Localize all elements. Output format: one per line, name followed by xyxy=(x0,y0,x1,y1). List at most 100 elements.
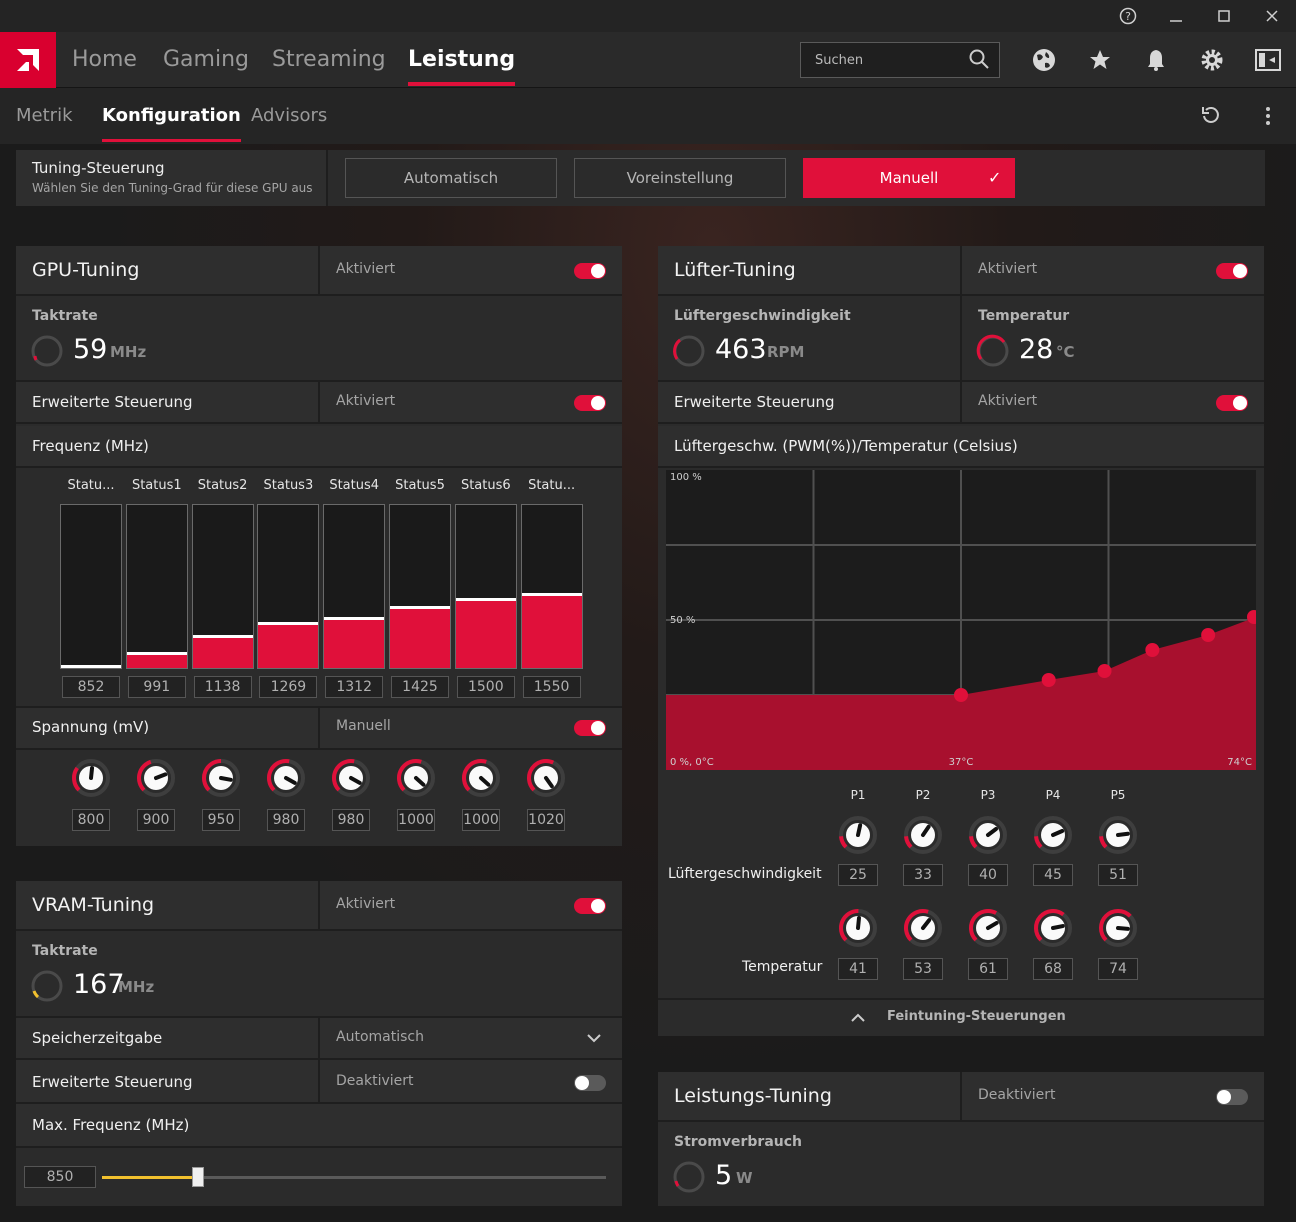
sub-navigation xyxy=(0,88,1296,144)
subtab-metrik[interactable]: Metrik xyxy=(16,105,73,126)
fan-speed-knob[interactable] xyxy=(968,815,1008,855)
close-icon[interactable] xyxy=(1248,0,1296,32)
gpu-state-frequency[interactable]: 1550 xyxy=(522,676,581,698)
gpu-frequency-label: Frequenz (MHz) xyxy=(32,437,149,455)
voltage-value[interactable]: 1000 xyxy=(462,809,500,831)
voltage-knob[interactable] xyxy=(71,758,111,798)
reset-icon[interactable] xyxy=(1200,104,1224,128)
gpu-state-bar[interactable] xyxy=(389,504,451,669)
search-placeholder: Suchen xyxy=(815,52,864,68)
fan-temp-value[interactable]: 53 xyxy=(903,958,943,980)
voltage-value[interactable]: 980 xyxy=(267,809,305,831)
gpu-state-bar[interactable] xyxy=(323,504,386,669)
voltage-value[interactable]: 800 xyxy=(72,809,110,831)
help-icon[interactable]: ? xyxy=(1104,0,1152,32)
fan-temp-knob[interactable] xyxy=(838,908,878,948)
gpu-state-bar[interactable] xyxy=(454,504,517,669)
voltage-knob[interactable] xyxy=(136,758,176,798)
voltage-value[interactable]: 900 xyxy=(137,809,175,831)
gpu-state-frequency[interactable]: 1138 xyxy=(193,676,252,698)
chart-point[interactable] xyxy=(1201,628,1216,642)
fan-speed-value[interactable]: 45 xyxy=(1033,864,1073,886)
gpu-tuning-toggle[interactable] xyxy=(574,263,606,279)
gpu-state-frequency[interactable]: 1500 xyxy=(456,676,515,698)
voltage-knob[interactable] xyxy=(461,758,501,798)
fan-speed-knob[interactable] xyxy=(838,815,878,855)
gpu-state-frequency[interactable]: 991 xyxy=(127,676,186,698)
nav-tab-gaming[interactable]: Gaming xyxy=(163,47,249,72)
fan-temp-knob[interactable] xyxy=(968,908,1008,948)
voltage-value[interactable]: 1000 xyxy=(397,809,435,831)
gpu-advanced-toggle[interactable] xyxy=(574,395,606,411)
vram-maxfreq-slider[interactable] xyxy=(102,1166,606,1188)
fan-speed-knob[interactable] xyxy=(1033,815,1073,855)
voltage-knob[interactable] xyxy=(396,758,436,798)
amd-logo-icon[interactable] xyxy=(0,32,56,88)
gear-icon[interactable] xyxy=(1194,42,1230,78)
search-input[interactable]: Suchen xyxy=(800,42,1000,78)
fan-temp-knob[interactable] xyxy=(1098,908,1138,948)
subtab-advisors[interactable]: Advisors xyxy=(251,105,328,126)
gpu-state-bar[interactable] xyxy=(191,504,254,669)
fan-temp-value[interactable]: 68 xyxy=(1033,958,1073,980)
tuning-automatic-button[interactable]: Automatisch xyxy=(345,158,557,198)
gpu-state-frequency[interactable]: 852 xyxy=(62,676,120,698)
voltage-value[interactable]: 980 xyxy=(332,809,370,831)
search-icon[interactable] xyxy=(968,48,992,72)
fine-tuning-toggle[interactable]: Feintuning-Steuerungen xyxy=(658,998,1264,1036)
chart-point[interactable] xyxy=(954,688,968,702)
gpu-state-bar[interactable] xyxy=(257,504,320,669)
gpu-state-frequency[interactable]: 1269 xyxy=(259,676,318,698)
nav-tab-streaming[interactable]: Streaming xyxy=(272,47,386,72)
fan-tuning-toggle[interactable] xyxy=(1216,263,1248,279)
fan-temp-value[interactable]: 74 xyxy=(1098,958,1138,980)
globe-icon[interactable] xyxy=(1026,42,1062,78)
chart-point[interactable] xyxy=(1145,643,1160,657)
chart-point[interactable] xyxy=(1097,664,1112,678)
voltage-value[interactable]: 1020 xyxy=(527,809,565,831)
fan-speed-label: Lüftergeschwindigkeit xyxy=(674,308,851,324)
minimize-icon[interactable] xyxy=(1152,0,1200,32)
subtab-konfiguration[interactable]: Konfiguration xyxy=(102,88,241,144)
vram-maxfreq-value[interactable]: 850 xyxy=(24,1166,96,1188)
fan-temp-value[interactable]: 61 xyxy=(968,958,1008,980)
fan-speed-value[interactable]: 25 xyxy=(838,864,878,886)
voltage-knob[interactable] xyxy=(526,758,566,798)
fan-curve-chart[interactable]: 100 % 50 % 0 %, 0°C 37°C 74°C xyxy=(666,470,1256,770)
chart-point[interactable] xyxy=(1041,673,1056,687)
gpu-state-frequency[interactable]: 1312 xyxy=(325,676,384,698)
voltage-knob[interactable] xyxy=(266,758,306,798)
tuning-manual-button[interactable]: Manuell xyxy=(803,158,1015,198)
nav-tab-home[interactable]: Home xyxy=(72,47,137,72)
vram-tuning-toggle[interactable] xyxy=(574,898,606,914)
chart-point[interactable] xyxy=(1247,610,1256,624)
voltage-knob[interactable] xyxy=(201,758,241,798)
fan-temp-value[interactable]: 41 xyxy=(838,958,878,980)
fan-temp-knob[interactable] xyxy=(903,908,943,948)
fan-speed-value[interactable]: 51 xyxy=(1098,864,1138,886)
gpu-state-bar[interactable] xyxy=(125,504,188,669)
fan-speed-knob[interactable] xyxy=(903,815,943,855)
power-tuning-toggle[interactable] xyxy=(1216,1089,1248,1105)
gpu-state-frequency[interactable]: 1425 xyxy=(391,676,449,698)
sidebar-toggle-icon[interactable] xyxy=(1250,42,1286,78)
voltage-knob[interactable] xyxy=(331,758,371,798)
more-options-icon[interactable] xyxy=(1258,104,1278,128)
bell-icon[interactable] xyxy=(1138,42,1174,78)
gpu-state-bar[interactable] xyxy=(60,504,122,669)
vram-advanced-toggle[interactable] xyxy=(574,1075,606,1091)
tuning-preset-button[interactable]: Voreinstellung xyxy=(574,158,786,198)
slider-thumb[interactable] xyxy=(191,1167,204,1187)
star-icon[interactable] xyxy=(1082,42,1118,78)
fan-speed-value[interactable]: 33 xyxy=(903,864,943,886)
fan-speed-knob[interactable] xyxy=(1098,815,1138,855)
nav-tab-leistung[interactable]: Leistung xyxy=(408,32,516,88)
memory-timing-dropdown[interactable]: Automatisch xyxy=(320,1018,622,1060)
maximize-icon[interactable] xyxy=(1200,0,1248,32)
fan-temp-knob[interactable] xyxy=(1033,908,1073,948)
fan-advanced-toggle[interactable] xyxy=(1216,395,1248,411)
gpu-voltage-toggle[interactable] xyxy=(574,720,606,736)
voltage-value[interactable]: 950 xyxy=(202,809,240,831)
fan-speed-value[interactable]: 40 xyxy=(968,864,1008,886)
gpu-state-bar[interactable] xyxy=(520,504,583,669)
